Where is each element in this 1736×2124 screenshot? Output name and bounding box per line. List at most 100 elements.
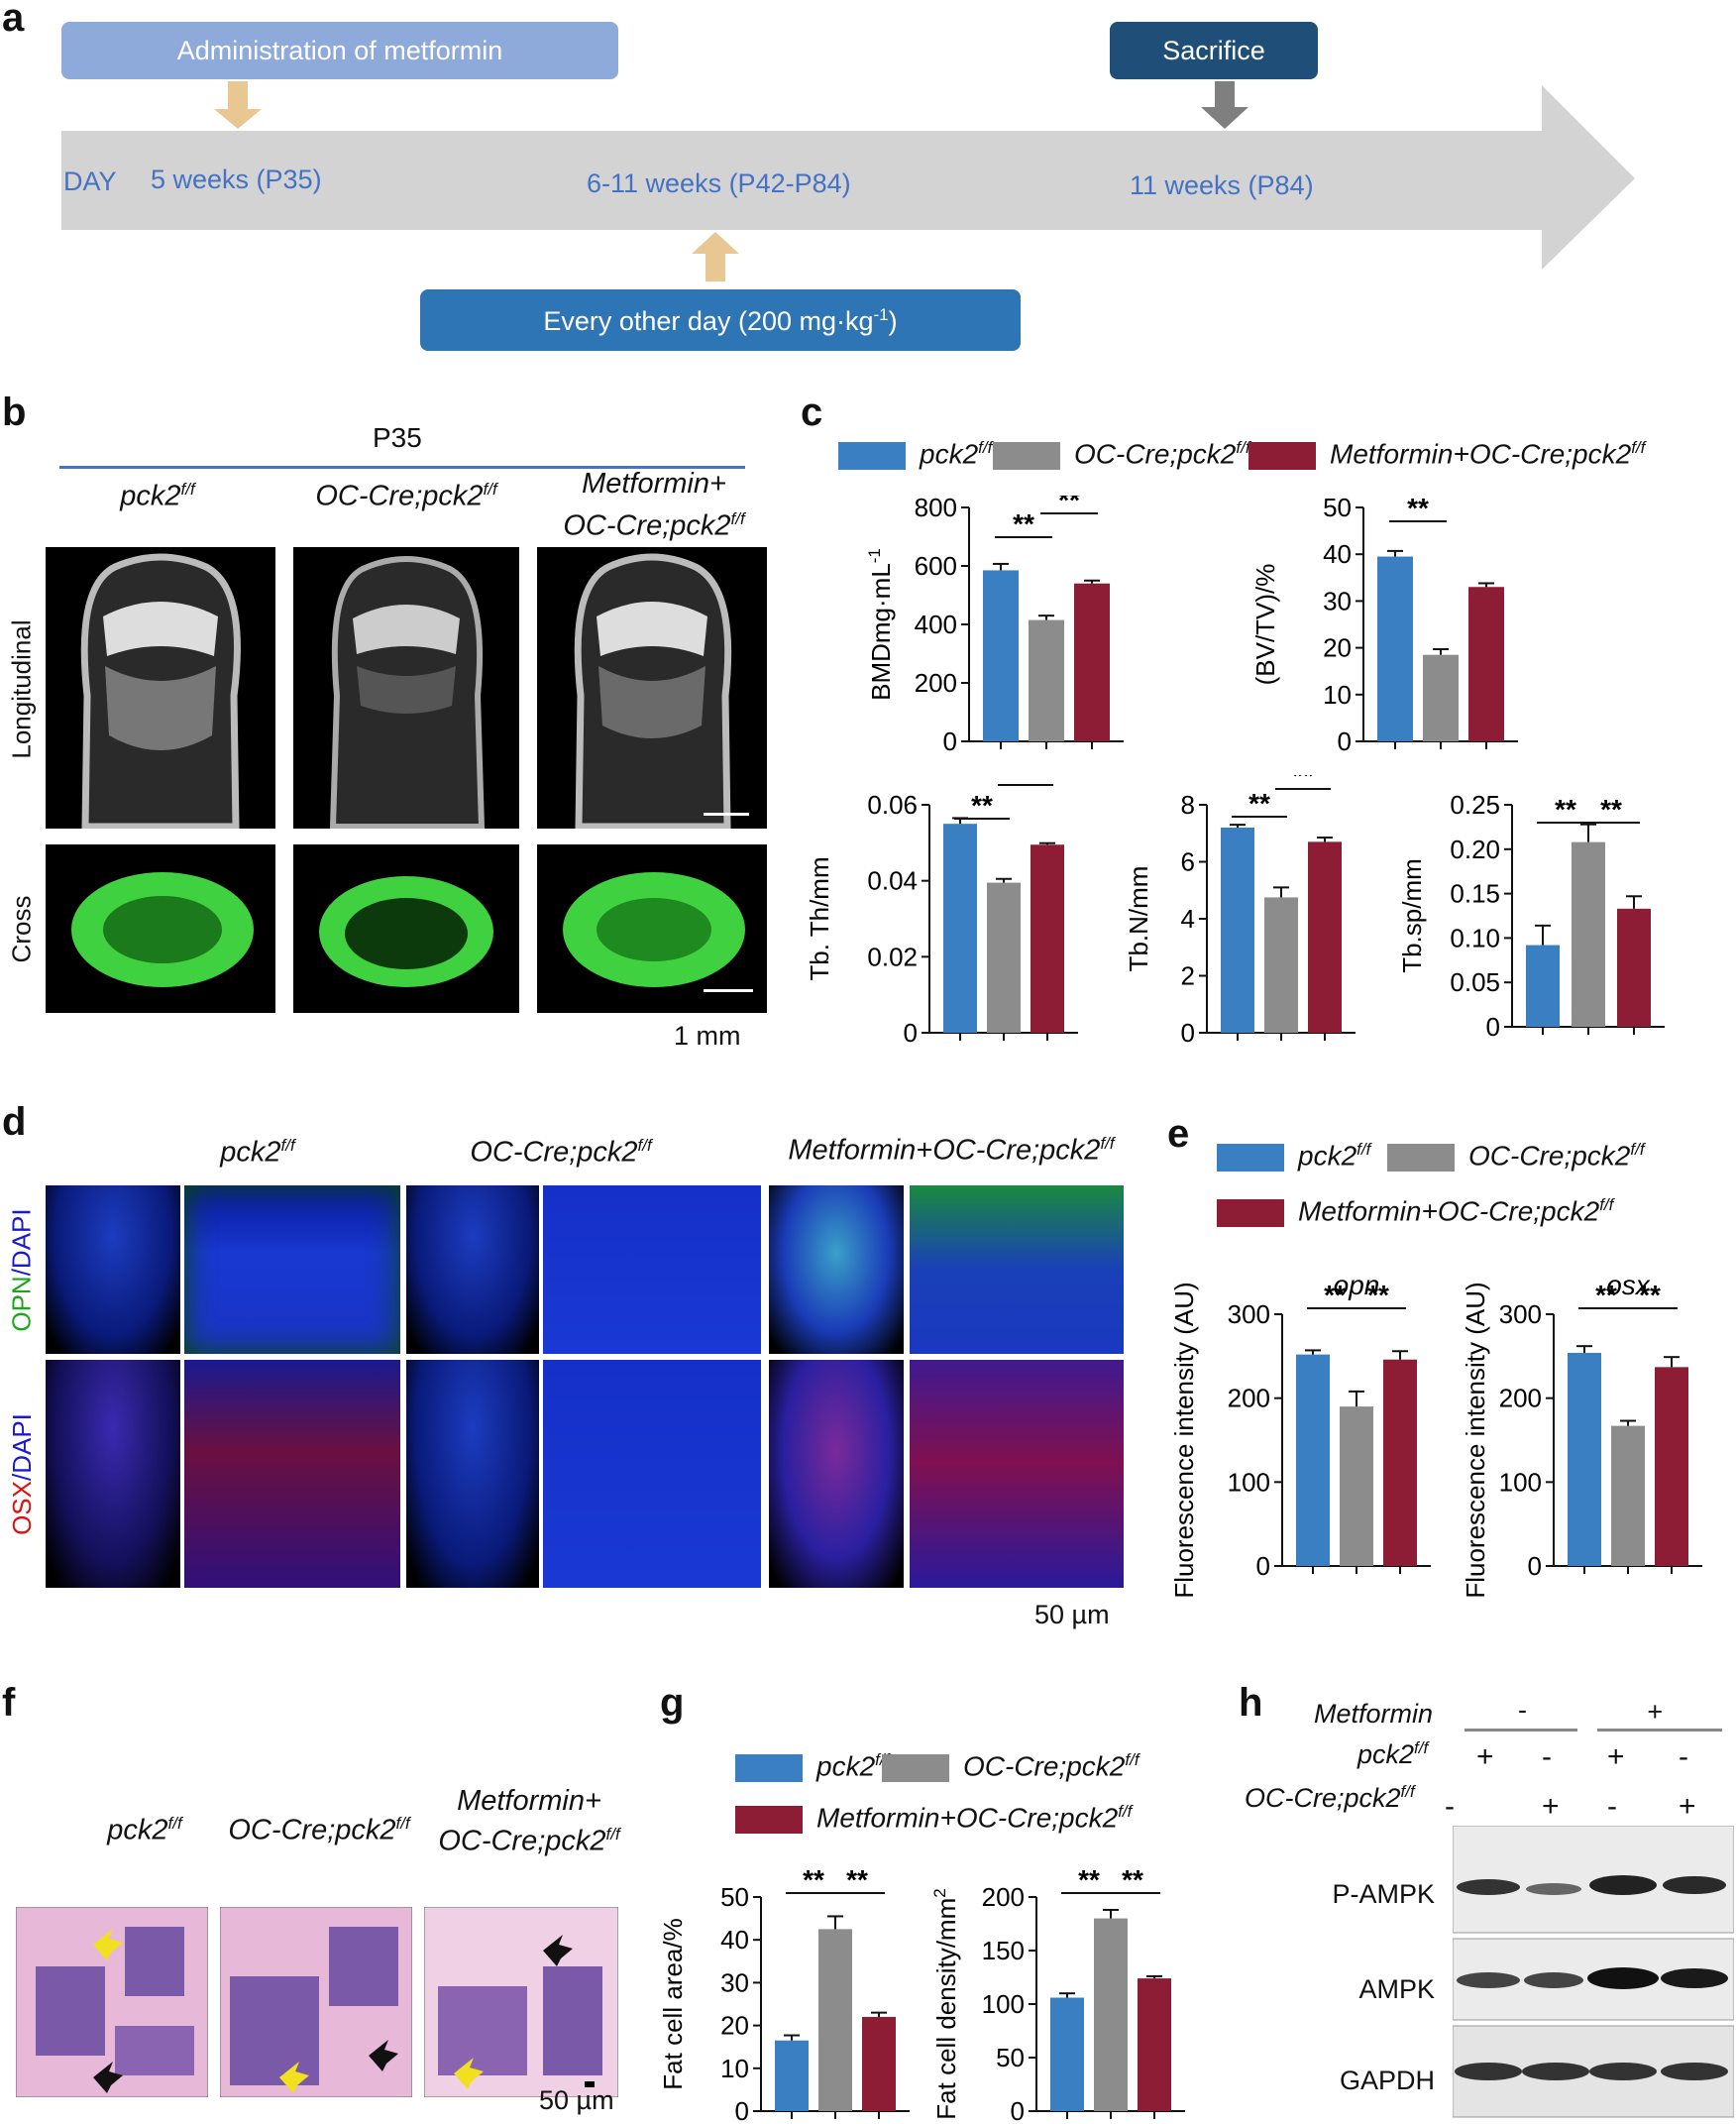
header-rule xyxy=(59,466,745,469)
fluorescence-image xyxy=(46,1185,180,1354)
y-tick-label: 300 xyxy=(1499,1299,1542,1329)
scale-bar-label-d: 50 µm xyxy=(1034,1600,1110,1629)
bar xyxy=(1031,844,1064,1033)
group-header-1: pck2f/f xyxy=(120,480,195,512)
arrow-black-icon xyxy=(93,2062,123,2093)
y-tick-label: 100 xyxy=(982,1989,1025,2019)
y-tick-label: 0 xyxy=(1486,1012,1500,1042)
lane-sign: - xyxy=(1607,1790,1617,1823)
bar xyxy=(1050,1997,1084,2111)
row-label-longitudinal: Longitudinal xyxy=(6,618,37,759)
fluorescence-image xyxy=(543,1185,761,1354)
legend-item: pck2f/f xyxy=(838,438,992,470)
y-tick-label: 0.04 xyxy=(867,866,918,896)
y-tick-label: 2 xyxy=(1181,961,1195,991)
panel-label-a: a xyxy=(2,0,25,40)
bar xyxy=(1074,583,1110,741)
bar xyxy=(1308,841,1342,1033)
group-header-1: pck2f/f xyxy=(107,1814,182,1846)
y-tick-label: 0.06 xyxy=(867,790,918,820)
arrow-down-icon xyxy=(1201,81,1248,129)
arrow-up-icon xyxy=(692,232,739,281)
pck2-row-label: pck2f/f xyxy=(1357,1738,1429,1769)
panel-label-b: b xyxy=(2,391,27,434)
bar xyxy=(1655,1367,1688,1566)
arrow-yellow-icon xyxy=(93,1929,123,1960)
y-axis-label: Tb.N/mm xyxy=(1124,866,1153,972)
y-tick-label: 4 xyxy=(1181,904,1195,934)
panel-label-h: h xyxy=(1239,1681,1263,1725)
lane-sign: + xyxy=(1476,1740,1494,1773)
y-tick-label: 0 xyxy=(735,2096,749,2124)
fluorescence-image xyxy=(406,1185,539,1354)
micro-ct-cross-image xyxy=(46,844,275,1013)
y-tick-label: 200 xyxy=(915,668,957,698)
y-tick-label: 50 xyxy=(720,1882,749,1912)
bar xyxy=(1264,897,1298,1033)
fluorescence-image xyxy=(769,1360,904,1588)
y-tick-label: 600 xyxy=(915,551,957,581)
y-tick-label: 0 xyxy=(1528,1551,1542,1581)
lane-sign: - xyxy=(1679,1740,1688,1773)
fluorescence-image xyxy=(184,1360,400,1588)
metformin-label: Metformin xyxy=(1314,1699,1434,1729)
legend-item: Metformin+OC-Cre;pck2f/f xyxy=(1217,1195,1613,1227)
bar xyxy=(1296,1354,1330,1566)
divider xyxy=(1465,1729,1577,1732)
band-label-pampk: P-AMPK xyxy=(1332,1879,1435,1909)
y-tick-label: 150 xyxy=(982,1936,1025,1965)
y-tick-label: 20 xyxy=(720,2011,749,2041)
y-tick-label: 0.15 xyxy=(1450,879,1500,909)
significance-label: ** xyxy=(1639,1280,1661,1310)
group-header-3: Metformin+OC-Cre;pck2f/f xyxy=(438,1785,620,1857)
y-axis-label: Fluorescence intensity (AU) xyxy=(1461,1282,1490,1598)
bar xyxy=(862,2016,896,2111)
y-axis-label: Fat cell area/% xyxy=(658,1918,688,2089)
bar xyxy=(1526,945,1560,1027)
administration-label: Administration of metformin xyxy=(176,36,503,65)
bar xyxy=(1611,1425,1645,1566)
y-axis-label: Fat cell density/mm2 xyxy=(930,1888,961,2119)
timepoint-3: 11 weeks (P84) xyxy=(1130,170,1314,200)
bar xyxy=(943,824,977,1033)
y-tick-label: 300 xyxy=(1228,1299,1270,1329)
significance-label: ** xyxy=(1407,496,1429,523)
y-tick-label: 200 xyxy=(1228,1384,1270,1413)
bar xyxy=(1468,587,1504,741)
arrow-black-icon xyxy=(543,1935,573,1966)
bar-chart-tbn: 0 2 4 6 8 ** ** Tb.N/mm xyxy=(1124,775,1356,1048)
significance-label: ** xyxy=(1292,775,1314,791)
lane-sign: + xyxy=(1679,1790,1696,1823)
group-header-2: OC-Cre;pck2f/f xyxy=(470,1136,652,1169)
he-stain-image xyxy=(220,1907,412,2097)
y-tick-label: 10 xyxy=(720,2054,749,2083)
fluorescence-image xyxy=(769,1185,904,1354)
micro-ct-longitudinal-image xyxy=(293,547,519,829)
lane-sign: + xyxy=(1607,1740,1625,1773)
western-blot xyxy=(1453,1826,1734,2118)
he-stain-image xyxy=(16,1907,208,2097)
y-tick-label: 200 xyxy=(982,1882,1025,1912)
y-tick-label: 400 xyxy=(915,610,957,639)
bar-chart-bmd: 0 200 400 600 800 ** ** BMDmg·mL-1 xyxy=(865,496,1124,756)
fluorescence-image xyxy=(46,1360,180,1588)
timeline-diagram xyxy=(61,22,1635,351)
group-header-2: OC-Cre;pck2f/f xyxy=(228,1814,410,1846)
bar xyxy=(987,882,1021,1033)
row-label-cross: Cross xyxy=(6,895,37,962)
lane-sign: - xyxy=(1542,1740,1552,1773)
significance-label: ** xyxy=(1367,1280,1389,1310)
legend-item: pck2f/f xyxy=(735,1750,889,1782)
panel-label-c: c xyxy=(801,391,823,434)
significance-label: ** xyxy=(971,790,993,821)
day-label: DAY xyxy=(63,167,117,196)
micro-ct-longitudinal-image xyxy=(537,547,767,829)
y-tick-label: 0 xyxy=(1011,2096,1025,2124)
y-tick-label: 6 xyxy=(1181,847,1195,877)
bar xyxy=(1572,841,1605,1027)
legend-item: Metformin+OC-Cre;pck2f/f xyxy=(1248,438,1645,470)
row-label-opn: OPN/DAPI xyxy=(6,1207,37,1332)
y-tick-label: 0.10 xyxy=(1450,923,1500,952)
bar xyxy=(1383,1359,1417,1566)
y-axis-label: (BV/TV)/% xyxy=(1250,564,1280,686)
